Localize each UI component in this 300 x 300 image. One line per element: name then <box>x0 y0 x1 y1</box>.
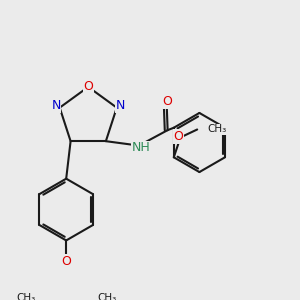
Text: CH₃: CH₃ <box>97 293 116 300</box>
Text: CH₃: CH₃ <box>207 124 226 134</box>
Text: NH: NH <box>132 141 151 154</box>
Text: N: N <box>116 99 125 112</box>
Text: CH₃: CH₃ <box>16 293 35 300</box>
Text: O: O <box>61 255 71 268</box>
Text: N: N <box>52 99 61 112</box>
Text: O: O <box>83 80 93 92</box>
Text: O: O <box>173 130 183 143</box>
Text: O: O <box>162 95 172 108</box>
